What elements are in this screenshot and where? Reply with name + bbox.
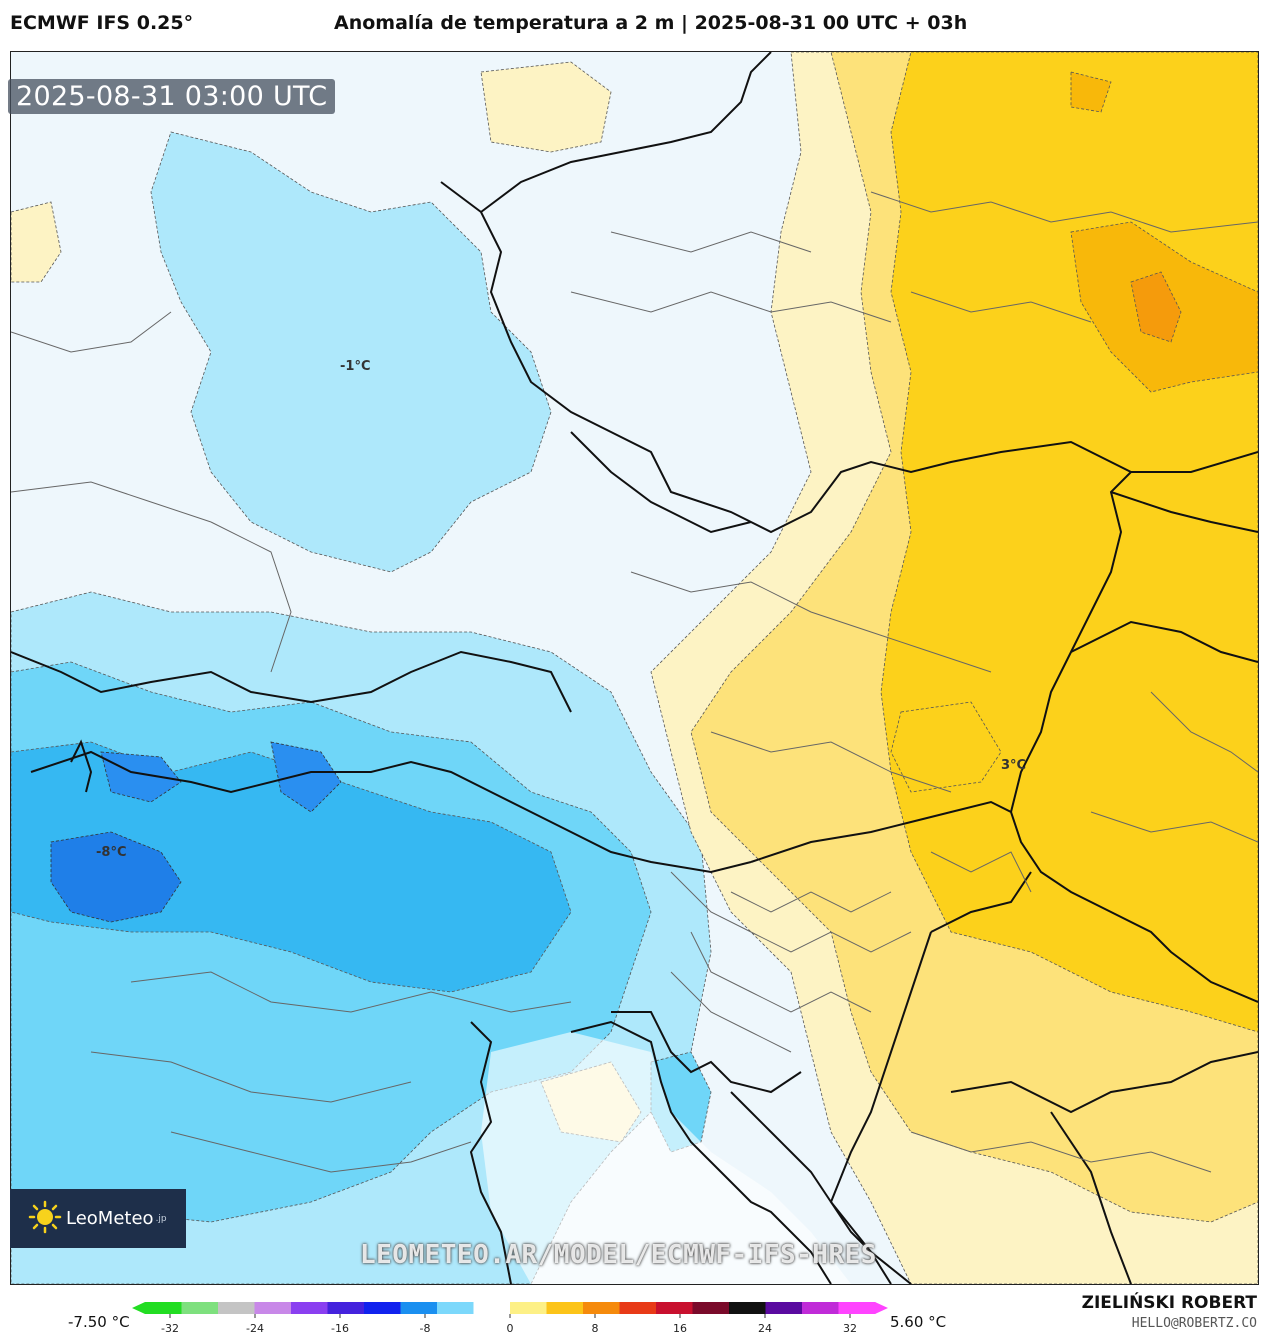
- sun-icon: [28, 1200, 62, 1238]
- colorbar-swatch: [291, 1302, 328, 1314]
- colorbar-swatch: [802, 1302, 839, 1314]
- colorbar-tick-label: 32: [843, 1322, 857, 1335]
- colorbar-arrow-right: [875, 1302, 888, 1314]
- colorbar-swatch: [546, 1302, 584, 1314]
- anomaly-cold-1: [150, 131, 552, 573]
- colorbar-swatch: [254, 1302, 292, 1314]
- colorbar-swatch: [364, 1302, 401, 1314]
- colorbar-swatch: [619, 1302, 657, 1314]
- colorbar-swatch: [583, 1302, 620, 1314]
- colorbar-tick-label: 0: [507, 1322, 514, 1335]
- colorbar-max-label: 5.60 °C: [890, 1313, 947, 1331]
- map-area[interactable]: -1°C -8°C 3°C: [10, 51, 1259, 1285]
- source-url-watermark: LEOMETEO.AR/MODEL/ECMWF-IFS-HRES: [360, 1240, 877, 1270]
- colorbar-swatch: [327, 1302, 365, 1314]
- colorbar: -32 -24 -16 -8 0 8 16 24 32: [130, 1300, 890, 1342]
- valid-time-badge: 2025-08-31 03:00 UTC: [8, 79, 336, 114]
- colorbar-swatch: [181, 1302, 219, 1314]
- colorbar-tick-label: 24: [758, 1322, 772, 1335]
- country-borders: [11, 52, 1258, 1284]
- anomaly-warm-patch-w: [11, 201, 62, 283]
- anomaly-cold-4: [50, 831, 182, 923]
- anomaly-warm-2: [880, 52, 1258, 1033]
- anomaly-warm-4: [1130, 271, 1182, 343]
- colorbar-tick-label: 16: [673, 1322, 687, 1335]
- anomaly-warm-2c: [1070, 71, 1112, 113]
- author-name: ZIELIŃSKI ROBERT: [1081, 1293, 1257, 1313]
- logo-tld: .jp: [155, 1213, 167, 1224]
- contour-label-3: 3°C: [1001, 758, 1027, 773]
- colorbar-tick-label: -24: [246, 1322, 264, 1335]
- sea-area: [481, 1032, 851, 1284]
- colorbar-swatch: [400, 1302, 438, 1314]
- colorbar-swatch: [510, 1302, 547, 1314]
- colorbar-swatch: [729, 1302, 766, 1314]
- colorbar-swatch: [473, 1302, 511, 1314]
- anomaly-cold-4b: [100, 751, 182, 803]
- author-email[interactable]: HELLO@ROBERTZ.CO: [1131, 1316, 1257, 1331]
- colorbar-tick-label: -16: [331, 1322, 349, 1335]
- colorbar-svg: -32 -24 -16 -8 0 8 16 24 32: [132, 1302, 888, 1335]
- colorbar-swatch: [692, 1302, 730, 1314]
- contour-label-minus8: -8°C: [96, 845, 127, 860]
- colorbar-min-label: -7.50 °C: [68, 1313, 130, 1331]
- colorbar-arrow-left: [132, 1302, 145, 1314]
- admin-borders: [11, 191, 1258, 1173]
- colorbar-swatch: [656, 1302, 693, 1314]
- anomaly-warm-patch-nw: [480, 61, 612, 153]
- leometeo-logo[interactable]: LeoMeteo .jp: [10, 1189, 186, 1248]
- anomaly-cold-3: [11, 741, 572, 993]
- logo-name: LeoMeteo: [66, 1208, 154, 1229]
- anomaly-cold-4c: [270, 741, 342, 813]
- chart-title: Anomalía de temperatura a 2 m | 2025-08-…: [334, 12, 968, 34]
- map-canvas: [11, 52, 1258, 1284]
- colorbar-tick-label: -8: [420, 1322, 431, 1335]
- colorbar-swatch: [437, 1302, 474, 1314]
- colorbar-tick-label: -32: [161, 1322, 179, 1335]
- colorbar-swatch: [218, 1302, 255, 1314]
- colorbar-swatch: [838, 1302, 876, 1314]
- contour-label-minus1: -1°C: [340, 359, 371, 374]
- colorbar-tick-label: 8: [592, 1322, 599, 1335]
- model-name: ECMWF IFS 0.25°: [10, 12, 194, 34]
- anomaly-warm-2b: [890, 701, 1002, 793]
- colorbar-swatch: [765, 1302, 803, 1314]
- coastline: [469, 1020, 892, 1284]
- colorbar-swatch: [145, 1302, 182, 1314]
